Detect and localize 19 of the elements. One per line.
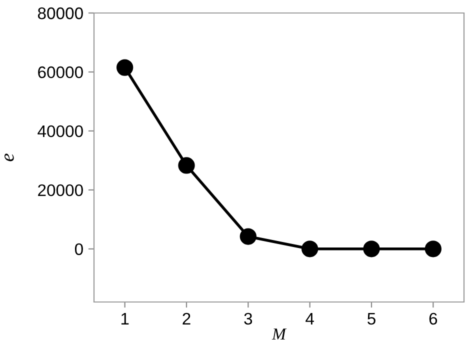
point bbox=[424, 240, 442, 258]
point bbox=[116, 59, 134, 76]
x-tick-label: 6 bbox=[429, 312, 438, 325]
x-axis-title: M bbox=[272, 328, 287, 340]
x-tick-label: 4 bbox=[306, 313, 314, 324]
y-tick-label: 60000 bbox=[38, 66, 83, 78]
y-tick-label: 20000 bbox=[38, 184, 83, 196]
x-tick-label: 2 bbox=[182, 312, 190, 324]
y-tick-label: 0 bbox=[74, 243, 83, 256]
point bbox=[240, 228, 256, 245]
y-axis-title: e bbox=[4, 154, 14, 162]
x-tick-label: 1 bbox=[121, 313, 129, 324]
point bbox=[178, 157, 195, 174]
y-tick-label: 40000 bbox=[38, 125, 83, 138]
y-tick-label: 80000 bbox=[38, 7, 83, 20]
x-tick-label: 5 bbox=[368, 313, 376, 325]
point bbox=[302, 240, 318, 258]
x-tick-label: 3 bbox=[244, 312, 252, 325]
point bbox=[363, 240, 380, 258]
